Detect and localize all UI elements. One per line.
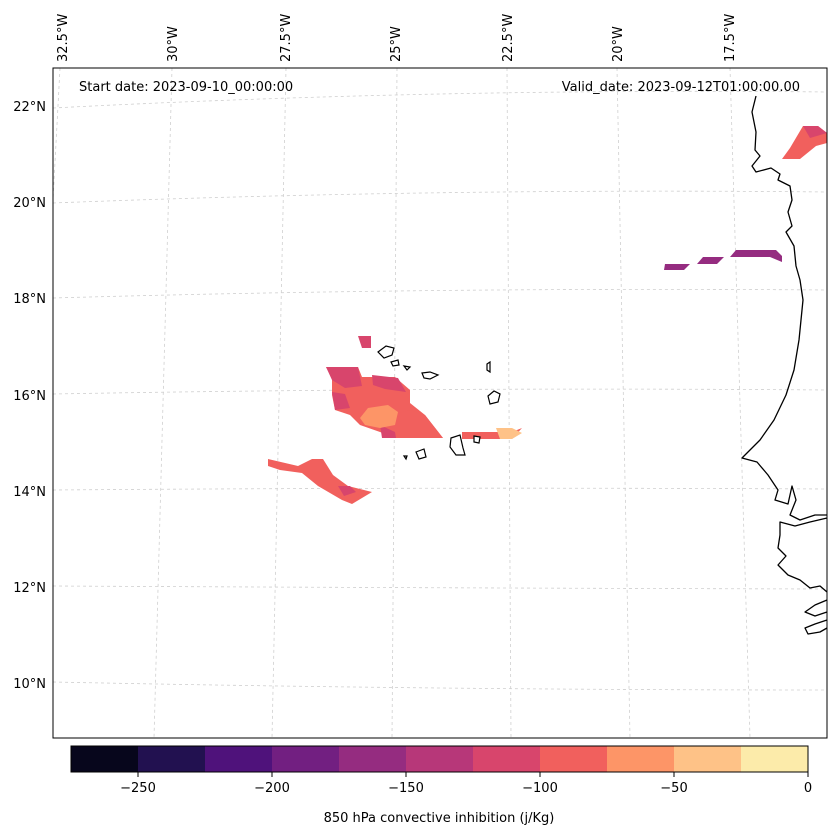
lon-label: 25°W <box>389 26 404 62</box>
lon-label: 27.5°W <box>279 14 294 62</box>
colorbar-tick-label: 0 <box>804 781 812 796</box>
gridline-12n <box>52 585 828 590</box>
lon-label: 17.5°W <box>723 14 738 62</box>
gridline-22n <box>52 90 828 109</box>
colorbar: −250 −200 −150 −100 −50 0 850 hPa convective … <box>70 745 812 826</box>
gridline-32-5w <box>52 67 61 201</box>
island <box>486 360 491 374</box>
lat-label: 10°N <box>13 677 46 692</box>
gridline-22-5w <box>506 67 512 739</box>
valid-date-label: Valid_date: 2023-09-12T01:00:00.00 <box>562 80 800 95</box>
lat-label: 22°N <box>13 100 46 115</box>
island <box>377 345 395 359</box>
cin-patch <box>332 392 350 410</box>
map-frame <box>52 67 828 739</box>
island <box>390 359 400 367</box>
colorbar-cell <box>674 746 742 772</box>
colorbar-cell <box>339 746 407 772</box>
cin-patch <box>358 336 371 348</box>
colorbar-cell <box>540 746 608 772</box>
colorbar-cell <box>741 746 809 772</box>
lon-label: 20°W <box>611 26 626 62</box>
island <box>402 455 408 461</box>
map-background <box>53 68 827 738</box>
gridline-25w <box>391 67 398 739</box>
cin-patch <box>372 375 406 392</box>
island <box>402 365 412 371</box>
cin-patch <box>326 367 362 388</box>
gridline-20n <box>52 190 828 204</box>
gridline-30w <box>153 67 173 739</box>
colorbar-cell <box>138 746 206 772</box>
lat-label: 12°N <box>13 581 46 596</box>
colorbar-tick-label: −250 <box>120 781 156 796</box>
colorbar-cell <box>272 746 340 772</box>
gridline-18n <box>52 288 828 299</box>
gridlines <box>52 67 828 739</box>
cin-patch <box>803 126 827 138</box>
start-date-label: Start date: 2023-09-10_00:00:00 <box>79 80 293 95</box>
colorbar-cell <box>71 746 139 772</box>
colorbar-label: 850 hPa convective inhibition (j/Kg) <box>324 811 555 826</box>
colorbar-tick-label: −100 <box>522 781 558 796</box>
longitude-labels: 32.5°W 30°W 27.5°W 25°W 22.5°W 20°W 17.5… <box>56 14 738 62</box>
island <box>449 434 466 456</box>
colorbar-cells <box>71 746 809 772</box>
colorbar-cell <box>406 746 474 772</box>
lat-label: 18°N <box>13 292 46 307</box>
cin-patch <box>664 264 690 270</box>
cin-patch <box>380 425 396 438</box>
cin-patch <box>730 250 782 262</box>
cin-patch <box>360 405 398 428</box>
cin-patch <box>338 486 356 496</box>
gridline-10n <box>52 681 828 691</box>
island <box>473 435 481 444</box>
colorbar-cell <box>473 746 541 772</box>
coastline-africa <box>741 95 828 635</box>
colorbar-cell <box>205 746 273 772</box>
cin-contours <box>268 126 827 504</box>
colorbar-tick-label: −150 <box>388 781 424 796</box>
cape-verde-islands <box>377 345 501 461</box>
lon-label: 30°W <box>166 26 181 62</box>
gridline-14n <box>52 487 828 491</box>
colorbar-tick-label: −200 <box>254 781 290 796</box>
gridline-20w <box>616 67 631 739</box>
gridline-17-5w <box>729 67 751 739</box>
colorbar-frame <box>70 745 809 773</box>
cin-patch <box>697 257 724 264</box>
colorbar-tick-label: −50 <box>660 781 687 796</box>
lat-label: 14°N <box>13 485 46 500</box>
cin-patch <box>496 428 522 439</box>
lon-label: 22.5°W <box>501 14 516 62</box>
lat-label: 16°N <box>13 389 46 404</box>
island <box>421 371 440 380</box>
island <box>487 390 501 405</box>
latitude-labels: 22°N 20°N 18°N 16°N 14°N 12°N 10°N <box>13 100 46 692</box>
lat-label: 20°N <box>13 196 46 211</box>
island <box>415 448 427 460</box>
colorbar-cell <box>607 746 675 772</box>
gridline-27-5w <box>271 67 287 739</box>
lon-label: 32.5°W <box>56 14 71 62</box>
colorbar-ticks: −250 −200 −150 −100 −50 0 <box>120 772 812 796</box>
